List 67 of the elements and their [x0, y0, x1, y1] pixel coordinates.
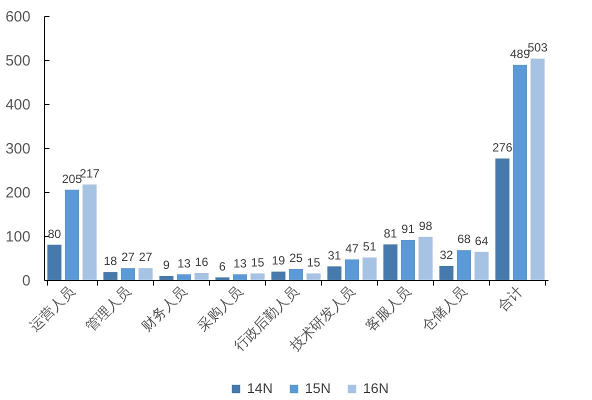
x-tick-label: 财务人员	[138, 283, 190, 334]
x-tick-label: 采购人员	[194, 283, 246, 334]
bar	[103, 272, 118, 280]
bar	[456, 250, 472, 280]
y-tick-label: 600	[5, 8, 30, 26]
data-label: 13	[177, 256, 191, 270]
x-tick-label: 合计	[494, 283, 526, 314]
data-label: 27	[138, 250, 153, 264]
data-label: 6	[219, 259, 226, 274]
data-label: 19	[272, 254, 286, 268]
data-label: 25	[289, 251, 303, 265]
bar	[439, 266, 454, 280]
bar	[344, 259, 360, 280]
data-label: 64	[474, 234, 489, 248]
y-tick-label: 200	[5, 184, 30, 202]
data-label: 13	[233, 256, 247, 270]
data-label: 27	[121, 250, 135, 264]
bar	[64, 190, 80, 280]
data-label: 9	[163, 258, 170, 272]
bar	[512, 64, 528, 280]
bar	[159, 276, 174, 280]
y-tick-label: 0	[22, 272, 30, 290]
data-label: 32	[440, 248, 454, 262]
bar	[120, 268, 136, 280]
bar	[474, 252, 489, 280]
bar	[194, 272, 209, 280]
bar	[232, 274, 248, 280]
y-tick-label: 300	[5, 140, 30, 158]
bar	[530, 58, 545, 280]
bar	[138, 268, 153, 280]
bar	[176, 274, 192, 280]
data-label: 91	[401, 222, 415, 236]
data-label: 15	[306, 255, 321, 270]
bar	[327, 266, 342, 280]
x-tick-label: 客服人员	[362, 283, 414, 334]
bar	[418, 236, 433, 280]
data-label: 80	[48, 226, 62, 241]
x-tick-label: 管理人员	[82, 283, 134, 334]
data-label: 276	[492, 140, 513, 155]
data-label: 31	[328, 248, 342, 262]
data-label: 68	[457, 232, 471, 246]
data-label: 51	[362, 240, 377, 254]
data-label: 81	[384, 226, 398, 240]
y-tick-label: 400	[5, 96, 30, 114]
bar	[362, 258, 377, 280]
data-label: 205	[62, 172, 82, 186]
bar	[400, 240, 416, 280]
bar	[250, 273, 265, 280]
y-tick-label: 100	[5, 228, 30, 246]
legend-label: 14N	[247, 380, 273, 396]
data-label: 15	[250, 255, 265, 270]
bar	[47, 244, 62, 280]
bar	[82, 184, 97, 280]
bar	[306, 273, 321, 280]
bar	[383, 244, 398, 280]
data-label: 16	[194, 254, 209, 269]
legend-label: 16N	[363, 380, 389, 396]
bar	[215, 277, 230, 280]
y-tick-label: 500	[5, 52, 30, 70]
data-label: 98	[418, 218, 433, 233]
legend-label: 15N	[305, 380, 331, 396]
bar	[495, 158, 510, 280]
x-tick-label: 仓储人员	[418, 283, 470, 334]
data-label: 18	[104, 254, 118, 268]
bar	[271, 272, 286, 280]
bar	[288, 269, 304, 280]
data-label: 47	[345, 241, 359, 256]
